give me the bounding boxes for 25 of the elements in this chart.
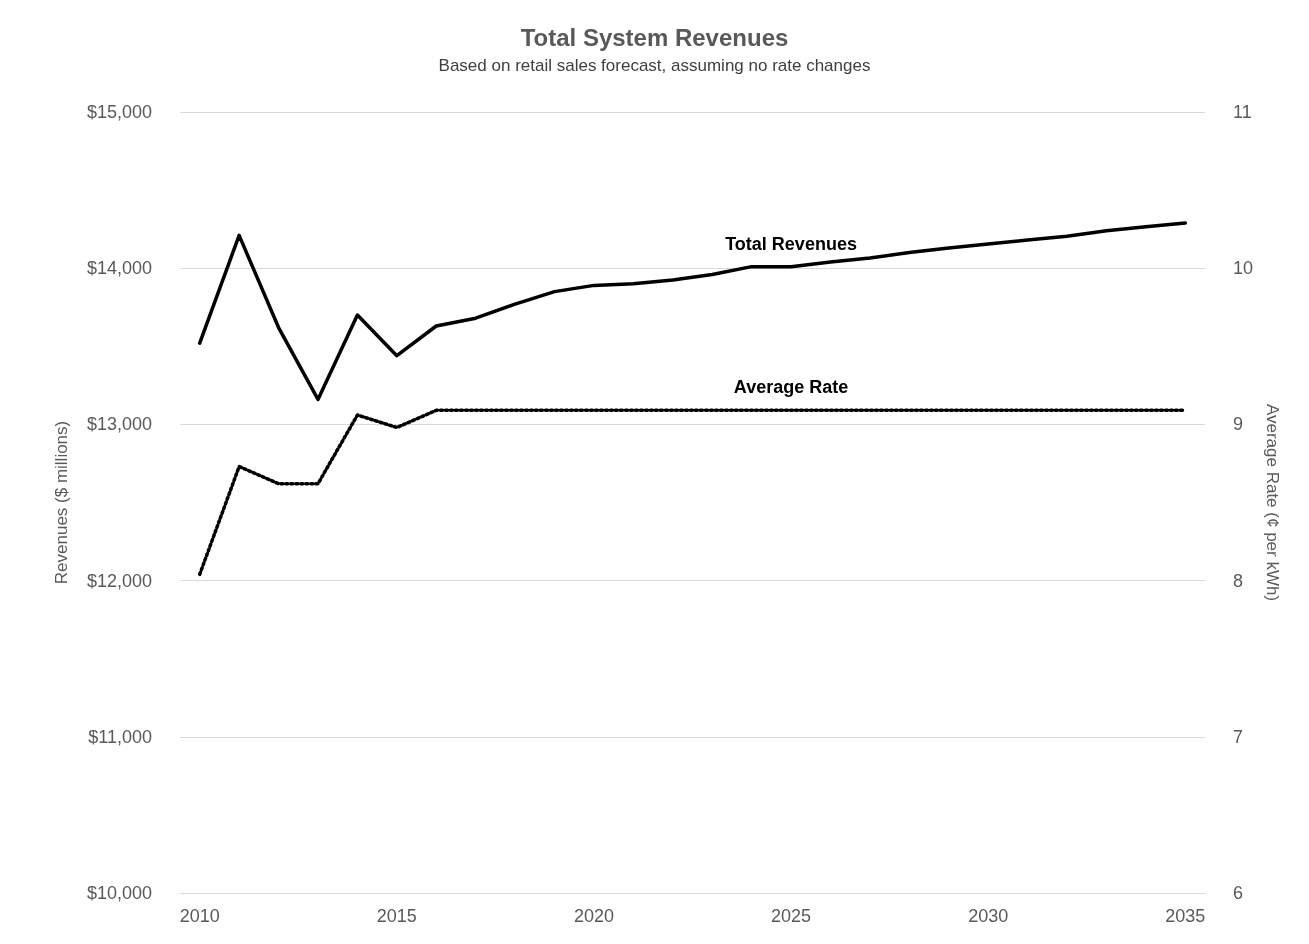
chart-subtitle: Based on retail sales forecast, assuming no rate changes: [438, 56, 871, 75]
y2-tick-label: 10: [1233, 258, 1254, 279]
line-series: [197, 221, 1188, 402]
y2-tick-label: 11: [1233, 102, 1252, 122]
x-tick-label: 2025: [771, 906, 812, 926]
y-tick-label: $14,000: [86, 258, 152, 279]
y-tick-label: $13,000: [86, 414, 152, 435]
chart-title: Total System Revenues: [520, 23, 789, 51]
y2-tick-label: 7: [1233, 726, 1244, 747]
y2-tick-label: 8: [1233, 570, 1244, 591]
y-axis-title: Revenues ($ millions): [52, 420, 71, 585]
series-label: Total Revenues: [725, 233, 857, 254]
y-tick-label: $10,000: [86, 883, 152, 903]
x-tick-label: 2015: [376, 906, 417, 926]
series-label: Average Rate: [733, 377, 849, 398]
y2-tick-label: 6: [1233, 883, 1244, 903]
y-tick-label: $11,000: [88, 726, 152, 747]
y-tick-label: $15,000: [86, 102, 152, 122]
y2-tick-label: 9: [1233, 414, 1244, 435]
x-tick-label: 2020: [573, 906, 614, 926]
y2-axis-title: Average Rate (¢ per kWh): [1262, 403, 1282, 602]
x-tick-label: 2030: [968, 906, 1009, 926]
y-tick-label: $12,000: [86, 570, 152, 591]
x-tick-label: 2010: [179, 906, 220, 926]
x-tick-label: 2035: [1165, 906, 1206, 926]
